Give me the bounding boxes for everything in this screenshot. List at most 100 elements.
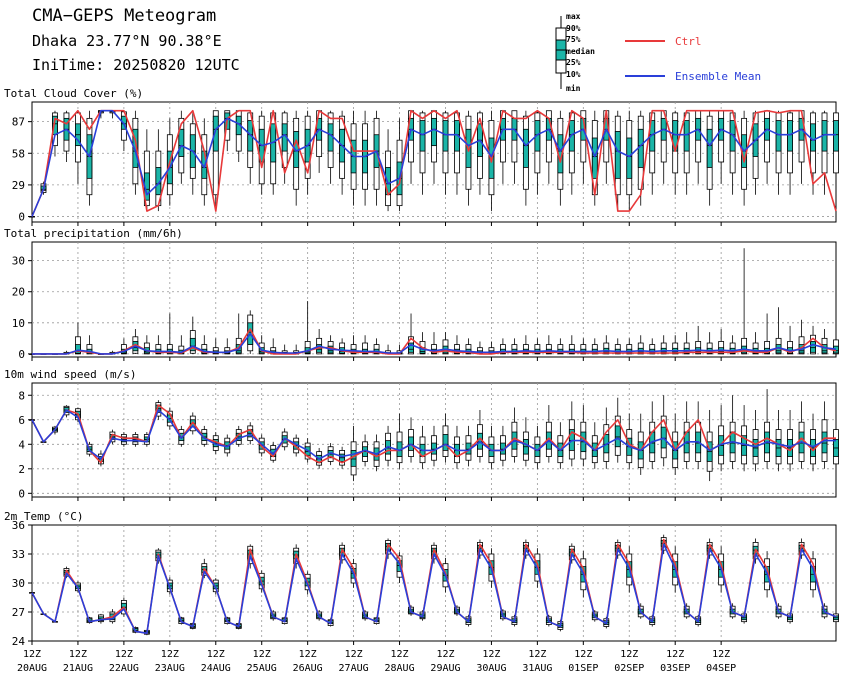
box-mark bbox=[729, 110, 736, 195]
box-inner bbox=[683, 120, 690, 152]
box-mark bbox=[706, 110, 713, 206]
x-tick-label-time: 12Z bbox=[666, 649, 684, 660]
box-mark bbox=[787, 110, 793, 195]
box-mark bbox=[534, 110, 541, 195]
box-mark bbox=[29, 216, 35, 218]
box-mark bbox=[327, 335, 334, 355]
box-mark bbox=[741, 110, 748, 206]
box-mark bbox=[75, 322, 81, 355]
box-mark bbox=[385, 129, 391, 212]
box-mark bbox=[419, 425, 426, 469]
box-mark bbox=[821, 110, 828, 195]
box-mark bbox=[75, 110, 81, 184]
box-inner bbox=[522, 128, 529, 168]
y-tick-label: 58 bbox=[12, 147, 25, 160]
mean-series-line bbox=[31, 543, 837, 635]
y-tick-label: 29 bbox=[12, 179, 25, 192]
box-mark bbox=[821, 329, 828, 355]
y-tick-label: 87 bbox=[12, 116, 25, 129]
location-label: Dhaka 23.77°N 90.38°E bbox=[32, 32, 222, 50]
legend-ctrl-label: Ctrl bbox=[675, 35, 702, 48]
x-tick-label-date: 01SEP bbox=[568, 663, 598, 674]
box-inner bbox=[419, 120, 426, 152]
box-inner bbox=[706, 128, 713, 168]
box-mark bbox=[660, 110, 667, 184]
box-inner bbox=[178, 128, 185, 157]
x-tick-label-time: 12Z bbox=[253, 649, 271, 660]
x-tick-label-date: 26AUG bbox=[293, 663, 323, 674]
box-inner bbox=[132, 128, 139, 168]
x-tick-label-time: 12Z bbox=[391, 649, 409, 660]
y-tick-label: 6 bbox=[18, 414, 25, 427]
y-tick-label: 10 bbox=[12, 317, 25, 330]
box-mark bbox=[695, 401, 702, 469]
x-tick-label-time: 12Z bbox=[712, 649, 730, 660]
x-tick-label-time: 12Z bbox=[345, 649, 363, 660]
y-tick-label: 24 bbox=[12, 635, 26, 648]
x-tick-label-time: 12Z bbox=[23, 649, 41, 660]
box-mark bbox=[63, 110, 70, 162]
box-inner bbox=[591, 137, 598, 179]
box-mark bbox=[695, 110, 702, 184]
box-mark bbox=[752, 409, 759, 472]
box-inner bbox=[614, 131, 621, 179]
y-tick-label: 8 bbox=[18, 389, 25, 402]
init-time-label: IniTime: 20250820 12UTC bbox=[32, 56, 240, 74]
panel-frame bbox=[31, 241, 837, 358]
box-mark bbox=[327, 110, 334, 184]
box-inner bbox=[442, 434, 449, 451]
box-mark bbox=[431, 425, 437, 467]
x-tick-label-date: 03SEP bbox=[660, 663, 690, 674]
y-tick-label: 30 bbox=[12, 255, 25, 268]
box-mark bbox=[764, 313, 770, 355]
x-tick-label-time: 12Z bbox=[620, 649, 638, 660]
legend-box-label: 25% bbox=[566, 58, 581, 67]
box-mark bbox=[580, 405, 587, 467]
box-mark bbox=[293, 110, 300, 206]
box-mark bbox=[304, 110, 311, 195]
box-mark bbox=[258, 110, 265, 195]
x-tick-label-date: 02SEP bbox=[614, 663, 644, 674]
box-inner bbox=[637, 128, 644, 168]
box-inner bbox=[454, 120, 460, 152]
y-tick-label: 20 bbox=[12, 286, 25, 299]
box-mark bbox=[143, 129, 150, 212]
x-tick-label-time: 12Z bbox=[69, 649, 87, 660]
box-mark bbox=[833, 110, 839, 195]
box-inner bbox=[833, 120, 839, 152]
box-mark bbox=[477, 409, 483, 463]
y-tick-label: 0 bbox=[18, 487, 25, 500]
legend-box-label: 10% bbox=[566, 70, 581, 79]
box-mark bbox=[833, 413, 839, 472]
box-mark bbox=[454, 110, 460, 195]
box-inner bbox=[488, 137, 495, 179]
box-mark bbox=[522, 417, 529, 467]
y-tick-label: 4 bbox=[18, 438, 25, 451]
legend-box-label: 90% bbox=[566, 24, 581, 33]
box-inner bbox=[614, 425, 621, 448]
box-mark bbox=[419, 332, 426, 355]
box-outer bbox=[362, 342, 368, 355]
box-mark bbox=[511, 407, 518, 463]
box-mark bbox=[454, 425, 460, 469]
box-mark bbox=[672, 110, 679, 195]
ctrl-series-line bbox=[32, 328, 837, 355]
box-inner bbox=[787, 120, 793, 152]
legend-box-label: 75% bbox=[566, 35, 581, 44]
x-tick-label-date: 22AUG bbox=[109, 663, 139, 674]
panel-2 bbox=[28, 241, 839, 361]
y-tick-label: 0 bbox=[18, 348, 25, 361]
ctrl-series-line bbox=[31, 109, 837, 217]
box-inner bbox=[75, 344, 81, 354]
box-mark bbox=[557, 422, 564, 469]
box-mark bbox=[614, 110, 621, 212]
y-tick-label: 27 bbox=[12, 606, 25, 619]
box-mark bbox=[833, 612, 839, 624]
box-mark bbox=[718, 405, 725, 472]
box-mark bbox=[304, 301, 311, 355]
y-tick-label: 0 bbox=[18, 211, 25, 224]
box-outer bbox=[212, 110, 219, 196]
box-mark bbox=[787, 409, 793, 472]
box-mark bbox=[488, 425, 495, 469]
x-tick-label-date: 27AUG bbox=[339, 663, 369, 674]
